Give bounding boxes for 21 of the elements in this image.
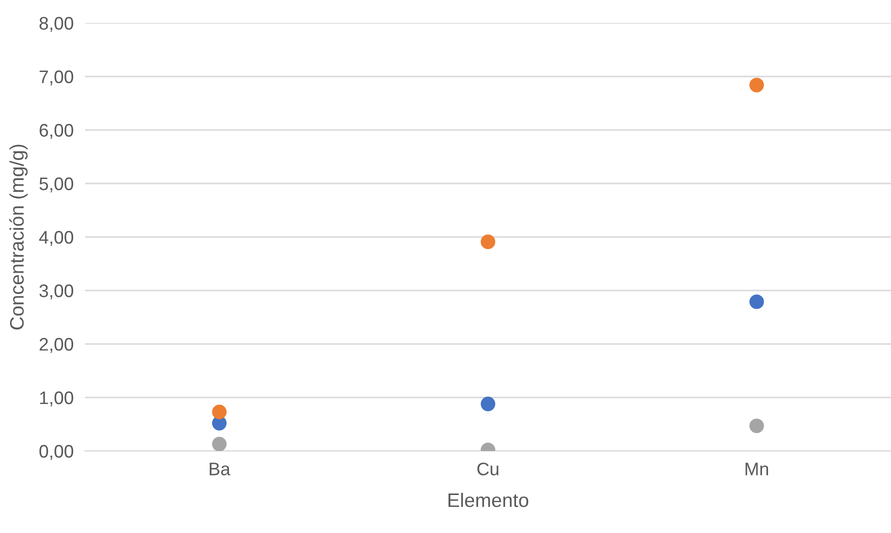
y-tick-label: 5,00: [39, 177, 74, 192]
point: [749, 78, 764, 92]
point: [480, 234, 496, 250]
x-tick-label: Mn: [746, 462, 768, 476]
point: [480, 396, 496, 412]
point: [749, 418, 764, 434]
point: [212, 404, 227, 420]
y-tick-label: 6,00: [40, 124, 74, 139]
x-axis-title: Elemento: [448, 492, 528, 508]
y-tick-label: 3,00: [39, 284, 74, 300]
y-tick-label: 4,00: [39, 230, 74, 246]
point: [749, 294, 764, 310]
y-tick-label: 0,00: [39, 444, 74, 460]
y-tick-label: 7,00: [40, 70, 74, 86]
point: [212, 436, 227, 451]
x-tick-label: Cu: [477, 462, 498, 476]
y-tick-label: 8,00: [40, 16, 74, 32]
x-tick-label: Ba: [210, 462, 230, 476]
y-tick-label: 2,00: [40, 338, 74, 353]
y-tick-label: 1,00: [40, 391, 74, 406]
y-axis-title: Concentración (mg/g): [9, 144, 28, 330]
